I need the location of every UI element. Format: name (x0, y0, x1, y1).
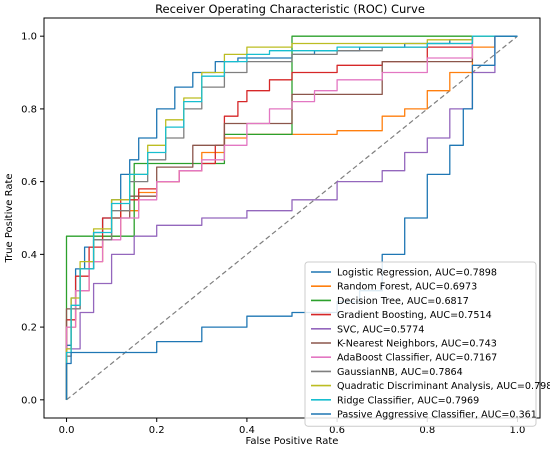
x-tick-label: 0.0 (59, 425, 75, 436)
chance-line-layer (66, 35, 518, 401)
y-tick-label: 1.0 (21, 32, 37, 43)
legend-label: AdaBoost Classifier, AUC=0.7167 (337, 353, 497, 364)
legend-label: GaussianNB, AUC=0.7864 (337, 367, 463, 378)
series-line-2 (65, 35, 518, 400)
series-layer (65, 35, 518, 400)
legend: Logistic Regression, AUC=0.7898 Random Fo… (304, 261, 550, 427)
legend-label: Logistic Regression, AUC=0.7898 (337, 268, 497, 279)
y-tick-label: 0.0 (21, 395, 37, 406)
legend-label: K-Nearest Neighbors, AUC=0.743 (337, 339, 497, 350)
x-tick-label: 0.2 (149, 425, 165, 436)
x-tick-label: 0.8 (419, 425, 435, 436)
legend-label: Gradient Boosting, AUC=0.7514 (337, 310, 492, 321)
legend-label: SVC, AUC=0.5774 (337, 324, 424, 335)
y-axis-label: True Positive Rate (4, 173, 15, 263)
x-tick-label: 0.6 (329, 425, 345, 436)
y-tick-label: 0.2 (21, 323, 37, 334)
x-axis-label: False Positive Rate (246, 436, 339, 447)
series-line-6 (65, 35, 518, 400)
legend-label: Random Forest, AUC=0.6973 (337, 282, 477, 293)
y-axis: 0.0 0.2 0.4 0.6 0.8 1.0 (21, 32, 44, 406)
chance-diagonal-line (66, 35, 518, 401)
y-tick-label: 0.6 (21, 177, 37, 188)
legend-label: Quadratic Discriminant Analysis, AUC=0.7… (337, 381, 550, 392)
y-tick-label: 0.8 (21, 104, 37, 115)
series-line-9 (65, 35, 518, 400)
legend-label: Passive Aggressive Classifier, AUC=0.361 (337, 410, 537, 421)
legend-label: Decision Tree, AUC=0.6817 (337, 296, 469, 307)
legend-box (304, 261, 537, 427)
plot-frame (43, 17, 541, 419)
y-tick-label: 0.4 (21, 250, 37, 261)
chart-title: Receiver Operating Characteristic (ROC) … (155, 2, 425, 16)
x-tick-label: 1.0 (510, 425, 526, 436)
x-tick-label: 0.4 (239, 425, 255, 436)
legend-label: Ridge Classifier, AUC=0.7969 (337, 395, 479, 406)
series-line-4 (65, 35, 518, 400)
